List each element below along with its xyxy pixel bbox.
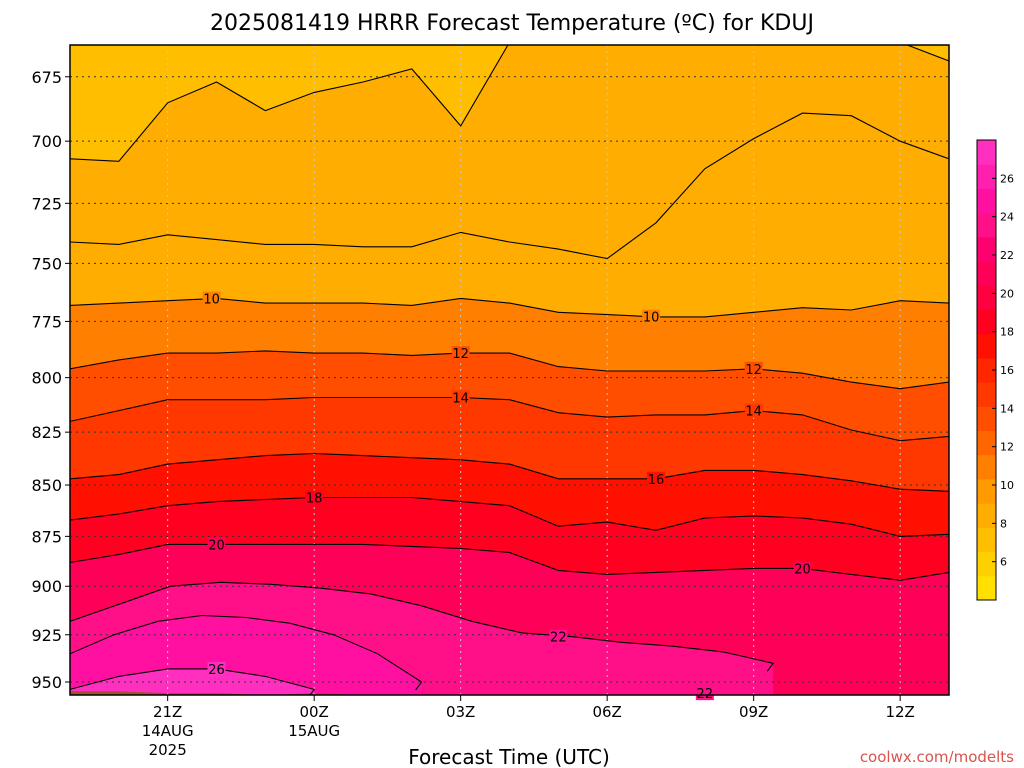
isotherm-12 [70,350,949,390]
colorbar-swatch [977,575,996,601]
x-tick-label: 12Z [885,703,914,721]
isotherm-label: 10 [643,311,660,326]
y-tick-label: 725 [31,194,62,213]
y-tick-label: 850 [31,476,62,495]
isotherm-label: 12 [452,347,469,362]
colorbar-tick-label: 8 [1000,517,1007,530]
isotherm-22 [70,581,775,672]
y-tick-label: 750 [31,254,62,273]
isotherm-label-bg [744,361,763,376]
colorbar: 6 8 10 12 14 16 18 20 22 24 26 [976,139,1014,601]
x-axis-label: Forecast Time (UTC) [408,745,610,768]
chart-title: 2025081419 HRRR Forecast Temperature (ºC… [210,11,814,36]
isotherm-16 [70,452,949,492]
isotherm-8 [70,45,949,162]
colorbar-tick-label: 6 [1000,556,1007,569]
isotherm-label: 26 [208,663,225,678]
colorbar-swatch [977,261,996,286]
x-tick-year: 2025 [149,741,187,759]
colorbar-swatch [977,382,996,407]
ground-shading [70,691,949,695]
y-tick-label: 875 [31,527,62,546]
isotherm-label-bg [695,686,714,701]
colorbar-swatch [977,454,996,480]
colorbar-tick-label: 14 [1000,402,1014,415]
y-tick-label: 925 [31,626,62,645]
plot-frame [69,44,950,696]
isotherm-label-bg [202,291,221,306]
colorbar-tick-label: 24 [1000,211,1014,224]
isotherm-label: 20 [208,538,225,553]
colorbar-swatch [977,527,996,553]
colorbar-tick-label: 18 [1000,326,1014,339]
colorbar-swatch [977,212,996,238]
isotherm-label: 20 [794,562,811,577]
colorbar-tick-label: 10 [1000,479,1014,492]
y-tick-label: 800 [31,369,62,388]
x-tick-label: 06Z [592,703,621,721]
isotherm-label: 14 [745,405,762,420]
isotherm-label-bg [451,390,470,405]
isotherm-label-bg [305,490,324,505]
temperature-band [70,668,315,695]
isotherm-14 [70,396,949,442]
x-tick-label: 09Z [739,703,768,721]
colorbar-swatch [977,285,996,310]
colorbar-tick-label: 26 [1000,172,1014,185]
isotherm-label: 18 [306,491,323,506]
isotherm-label-bg [642,309,661,324]
isotherm-label: 12 [745,363,762,378]
colorbar-swatch [977,309,996,335]
watermark: coolwx.com/modelts [860,748,1014,766]
y-tick-label: 775 [31,312,62,331]
isotherm-label-bg [451,346,470,361]
colorbar-swatch [977,188,996,214]
isotherm-label: 16 [648,473,665,488]
isotherm-label-bg [744,403,763,418]
colorbar-swatch [977,478,996,504]
colorbar-swatch [977,503,996,528]
x-tick-date: 15AUG [288,722,340,740]
colorbar-swatch [977,357,996,383]
isotherm-label: 22 [550,631,567,646]
colorbar-swatch [977,333,996,359]
y-tick-label: 900 [31,577,62,596]
isotherm-label-bg [647,471,665,486]
y-tick-label: 675 [31,68,62,87]
isotherm-8 [70,112,949,260]
isotherm-label-bg [793,561,812,576]
plot-fill [70,45,949,695]
colorbar-tick-label: 22 [1000,249,1014,262]
colorbar-tick-label: 12 [1000,441,1014,454]
isotherm-lines [70,45,949,695]
colorbar-swatch [977,430,996,456]
colorbar-swatch [977,164,996,189]
colorbar-tick-label: 20 [1000,287,1014,300]
y-tick-label: 825 [31,423,62,442]
isotherm-label-bg [207,537,226,552]
isotherm-label: 10 [203,293,220,308]
isotherm-18 [70,496,949,537]
x-tick-label: 00Z [299,703,328,721]
colorbar-swatch [977,406,996,432]
plot-area [70,45,949,695]
isotherm-label: 14 [452,391,469,406]
axes: 67570072575077580082585087590092595021Z1… [31,44,950,759]
y-tick-label: 700 [31,132,62,151]
isotherm-label-bg [207,661,226,676]
colorbar-swatch [977,140,996,165]
y-tick-label: 950 [31,673,62,692]
isotherm-24 [70,614,423,691]
colorbar-tick-label: 16 [1000,364,1014,377]
x-tick-label: 03Z [446,703,475,721]
isotherm-label-bg [549,629,568,644]
colorbar-swatch [977,236,996,262]
x-tick-label: 21Z [153,703,182,721]
x-tick-date: 14AUG [142,722,194,740]
colorbar-swatch [977,551,996,577]
